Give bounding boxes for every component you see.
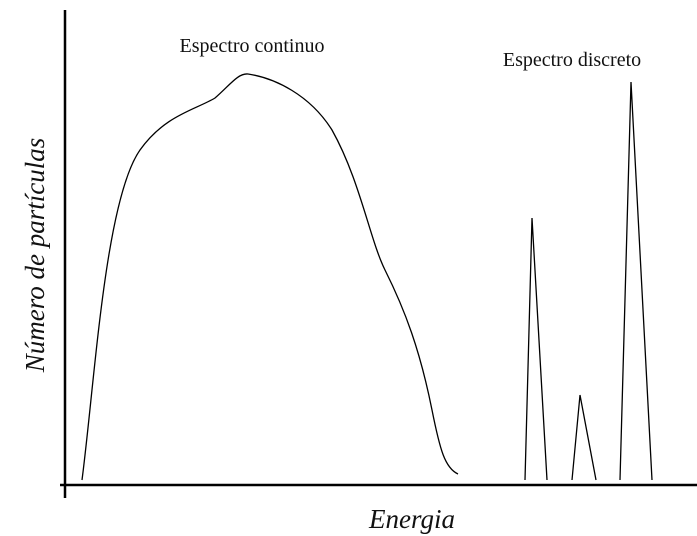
discrete-peak <box>619 81 653 481</box>
y-axis-label: Número de partículas <box>20 138 50 373</box>
continuous-label: Espectro continuo <box>180 35 325 57</box>
x-axis-label: Energia <box>368 504 455 534</box>
discrete-label: Espectro discreto <box>503 49 641 71</box>
discrete-peak <box>571 394 597 481</box>
discrete-peak <box>524 217 548 481</box>
continuous-spectrum <box>81 73 459 481</box>
